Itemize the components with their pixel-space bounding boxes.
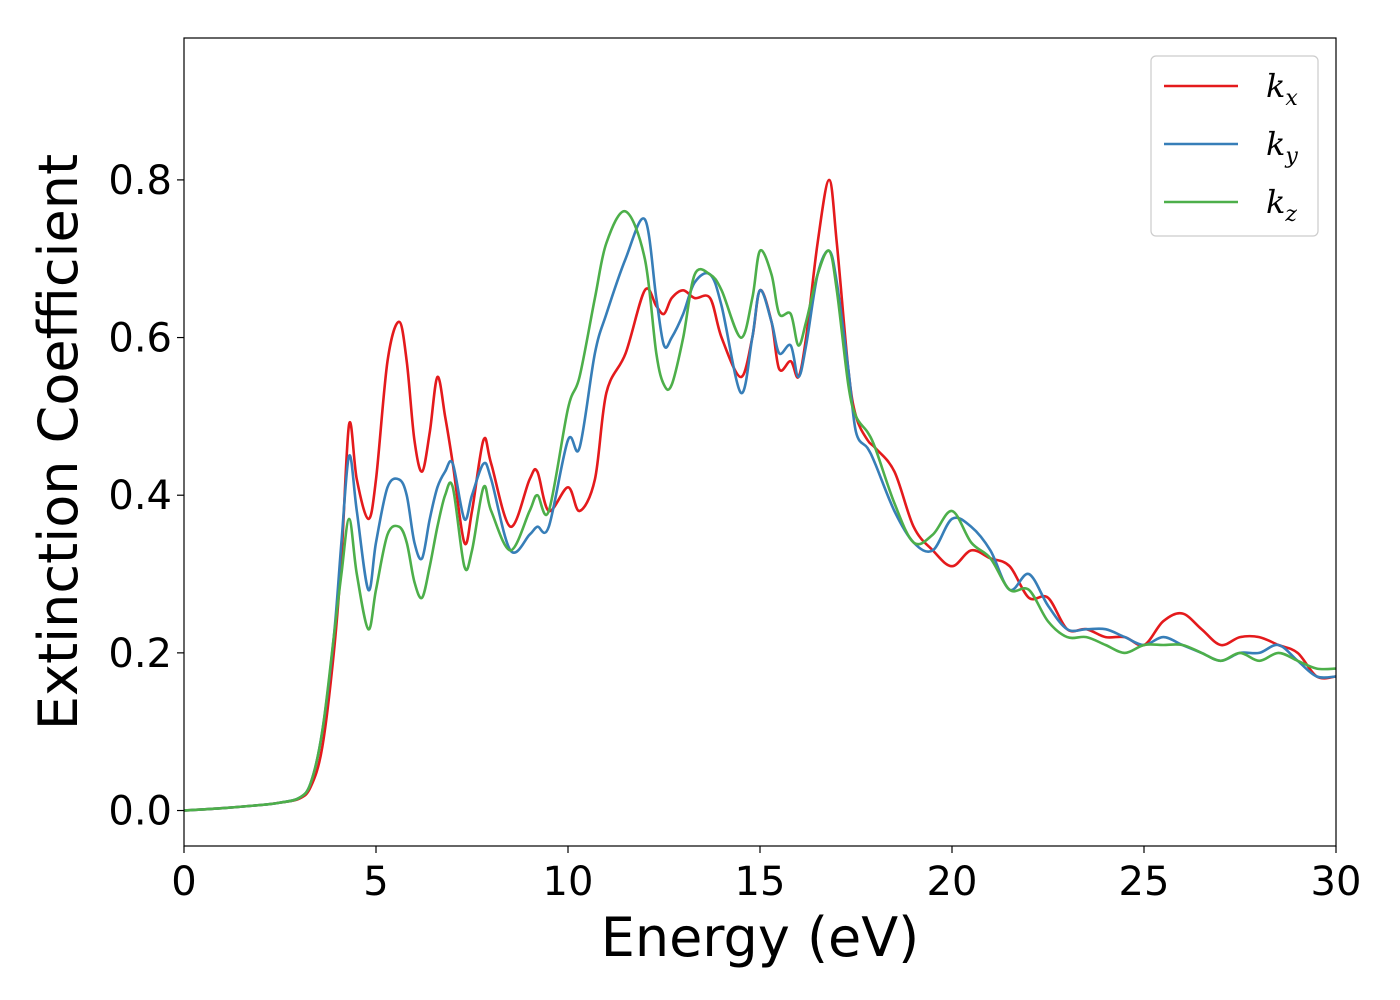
legend-label-x: kx bbox=[1266, 67, 1298, 111]
series-line-y bbox=[183, 217, 1337, 812]
legend-label-z: kz bbox=[1266, 183, 1297, 227]
y-tick-label: 0.6 bbox=[108, 316, 172, 362]
x-tick-label: 0 bbox=[171, 859, 196, 905]
x-tick-label: 10 bbox=[543, 859, 594, 905]
x-tick-label: 30 bbox=[1311, 859, 1362, 905]
x-tick-label: 20 bbox=[927, 859, 978, 905]
legend-box bbox=[1150, 55, 1319, 237]
x-tick-label: 25 bbox=[1119, 859, 1170, 905]
x-tick-label: 15 bbox=[735, 859, 786, 905]
series-layer bbox=[183, 178, 1337, 812]
legend-label-y: ky bbox=[1266, 125, 1298, 169]
series-line-z bbox=[183, 210, 1337, 812]
legend: kx ky kz bbox=[1150, 55, 1319, 237]
y-tick-label: 0.4 bbox=[108, 473, 172, 519]
y-tick-label: 0.2 bbox=[108, 631, 172, 677]
x-axis-title: Energy (eV) bbox=[601, 906, 920, 969]
x-tick-label: 5 bbox=[363, 859, 388, 905]
y-tick-label: 0.8 bbox=[108, 158, 172, 204]
legend-items: kx ky kz bbox=[1164, 67, 1298, 227]
x-axis: 0 5 10 15 20 25 30 bbox=[171, 846, 1361, 905]
plot-area bbox=[184, 38, 1336, 846]
y-axis: 0.0 0.2 0.4 0.6 0.8 bbox=[108, 158, 184, 835]
y-tick-label: 0.0 bbox=[108, 789, 172, 835]
y-axis-title: Extinction Coefficient bbox=[27, 154, 90, 730]
